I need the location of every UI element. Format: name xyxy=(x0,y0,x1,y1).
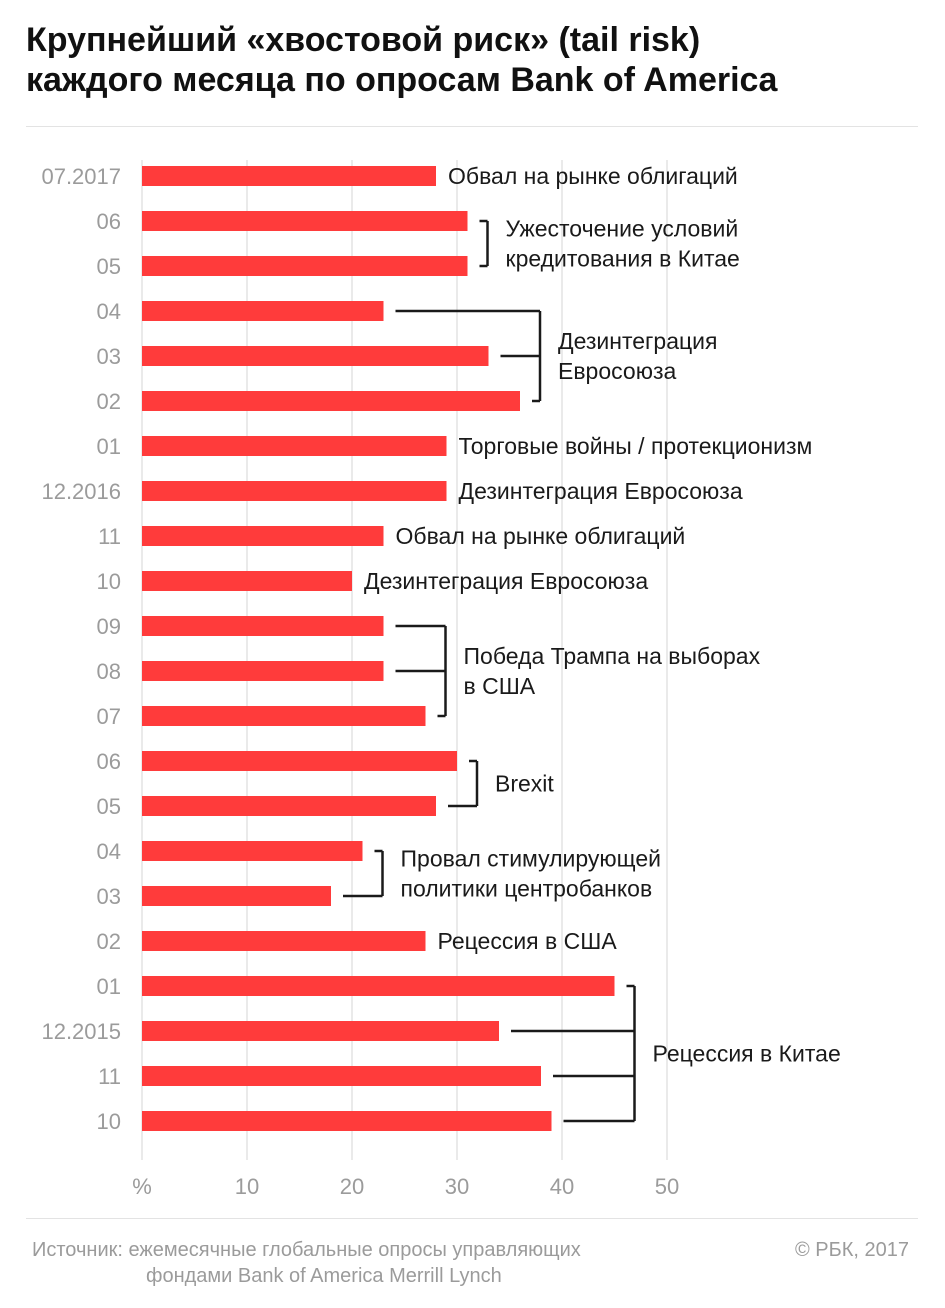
bar-11 xyxy=(142,661,384,681)
bar-15 xyxy=(142,841,363,861)
bar-17 xyxy=(142,931,426,951)
category-label-14: 05 xyxy=(97,794,121,819)
bar-20 xyxy=(142,1066,541,1086)
category-label-12: 07 xyxy=(97,704,121,729)
annotation-label-1-1: кредитования в Китае xyxy=(506,246,740,272)
category-label-7: 12.2016 xyxy=(41,479,121,504)
bar-10 xyxy=(142,616,384,636)
bar-7 xyxy=(142,481,447,501)
category-label-8: 11 xyxy=(98,524,121,549)
annotation-bracket-7 xyxy=(395,624,447,718)
bar-3 xyxy=(142,301,384,321)
category-label-15: 04 xyxy=(97,839,121,864)
x-tick-label-50: 50 xyxy=(655,1174,679,1199)
chart-title: Крупнейший «хвостовой риск» (tail risk) … xyxy=(26,20,926,100)
bar-5 xyxy=(142,391,520,411)
bar-chart: % 10 20 30 40 50 07.2017 06 05 04 03 02 01 12.2016 11 1… xyxy=(41,160,841,1199)
bar-1 xyxy=(142,211,468,231)
chart-title-line-1: Крупнейший «хвостовой риск» (tail risk) xyxy=(26,21,701,59)
bar-14 xyxy=(142,796,436,816)
bar-0 xyxy=(142,166,436,186)
annotation-bracket-8 xyxy=(448,759,479,808)
annotation-label-6-0: Дезинтеграция Евросоюза xyxy=(364,568,648,594)
annotation-label-9-1: политики центробанков xyxy=(401,876,653,902)
bar-2 xyxy=(142,256,468,276)
category-label-6: 01 xyxy=(97,434,121,459)
category-label-16: 03 xyxy=(97,884,121,909)
category-label-13: 06 xyxy=(97,749,121,774)
annotation-label-11-0: Рецессия в Китае xyxy=(653,1041,841,1067)
chart-title-line-2: каждого месяца по опросам Bank of Americ… xyxy=(26,61,778,99)
source-line-1: Источник: ежемесячные глобальные опросы … xyxy=(32,1239,581,1261)
annotation-bracket-1 xyxy=(479,219,489,268)
x-unit-label: % xyxy=(132,1174,152,1199)
bar-8 xyxy=(142,526,384,546)
source-note: Источник: ежемесячные глобальные опросы … xyxy=(32,1237,732,1289)
category-label-19: 12.2015 xyxy=(41,1019,121,1044)
bar-12 xyxy=(142,706,426,726)
category-label-3: 04 xyxy=(97,299,121,324)
copyright: © РБК, 2017 xyxy=(794,1239,909,1261)
category-label-11: 08 xyxy=(97,659,121,684)
annotation-label-7-0: Победа Трампа на выборах xyxy=(464,643,761,669)
bar-18 xyxy=(142,976,615,996)
annotation-label-1-0: Ужесточение условий xyxy=(506,216,739,242)
annotation-label-10-0: Рецессия в США xyxy=(438,928,618,954)
bar-9 xyxy=(142,571,352,591)
annotation-label-5-0: Обвал на рынке облигаций xyxy=(396,523,686,549)
x-tick-label-30: 30 xyxy=(445,1174,469,1199)
x-tick-label-40: 40 xyxy=(550,1174,574,1199)
x-tick-label-20: 20 xyxy=(340,1174,364,1199)
annotation-label-0-0: Обвал на рынке облигаций xyxy=(448,163,738,189)
annotation-label-4-0: Дезинтеграция Евросоюза xyxy=(459,478,743,504)
category-label-10: 09 xyxy=(97,614,121,639)
annotation-bracket-11 xyxy=(511,984,636,1123)
category-label-2: 05 xyxy=(97,254,121,279)
bar-6 xyxy=(142,436,447,456)
category-label-20: 11 xyxy=(98,1064,121,1089)
category-label-0: 07.2017 xyxy=(41,164,121,189)
bar-16 xyxy=(142,886,331,906)
x-tick-label-10: 10 xyxy=(235,1174,259,1199)
annotation-label-3-0: Торговые войны / протекционизм xyxy=(459,433,813,459)
bar-13 xyxy=(142,751,457,771)
annotation-label-2-1: Евросоюза xyxy=(558,358,676,384)
bar-19 xyxy=(142,1021,499,1041)
annotation-bracket-9 xyxy=(343,849,384,898)
top-divider xyxy=(26,126,918,127)
annotation-label-2-0: Дезинтеграция xyxy=(558,328,717,354)
annotation-label-7-1: в США xyxy=(464,673,536,699)
bar-4 xyxy=(142,346,489,366)
category-label-1: 06 xyxy=(97,209,121,234)
source-line-2: фондами Bank of America Merrill Lynch xyxy=(146,1265,502,1287)
bottom-divider xyxy=(26,1218,918,1219)
category-label-9: 10 xyxy=(97,569,121,594)
category-label-18: 01 xyxy=(97,974,121,999)
annotation-label-9-0: Провал стимулирующей xyxy=(401,846,661,872)
category-label-4: 03 xyxy=(97,344,121,369)
bar-21 xyxy=(142,1111,552,1131)
category-label-17: 02 xyxy=(97,929,121,954)
category-label-21: 10 xyxy=(97,1109,121,1134)
category-label-5: 02 xyxy=(97,389,121,414)
annotation-label-8-0: Brexit xyxy=(495,771,554,797)
annotation-bracket-2 xyxy=(395,309,542,403)
